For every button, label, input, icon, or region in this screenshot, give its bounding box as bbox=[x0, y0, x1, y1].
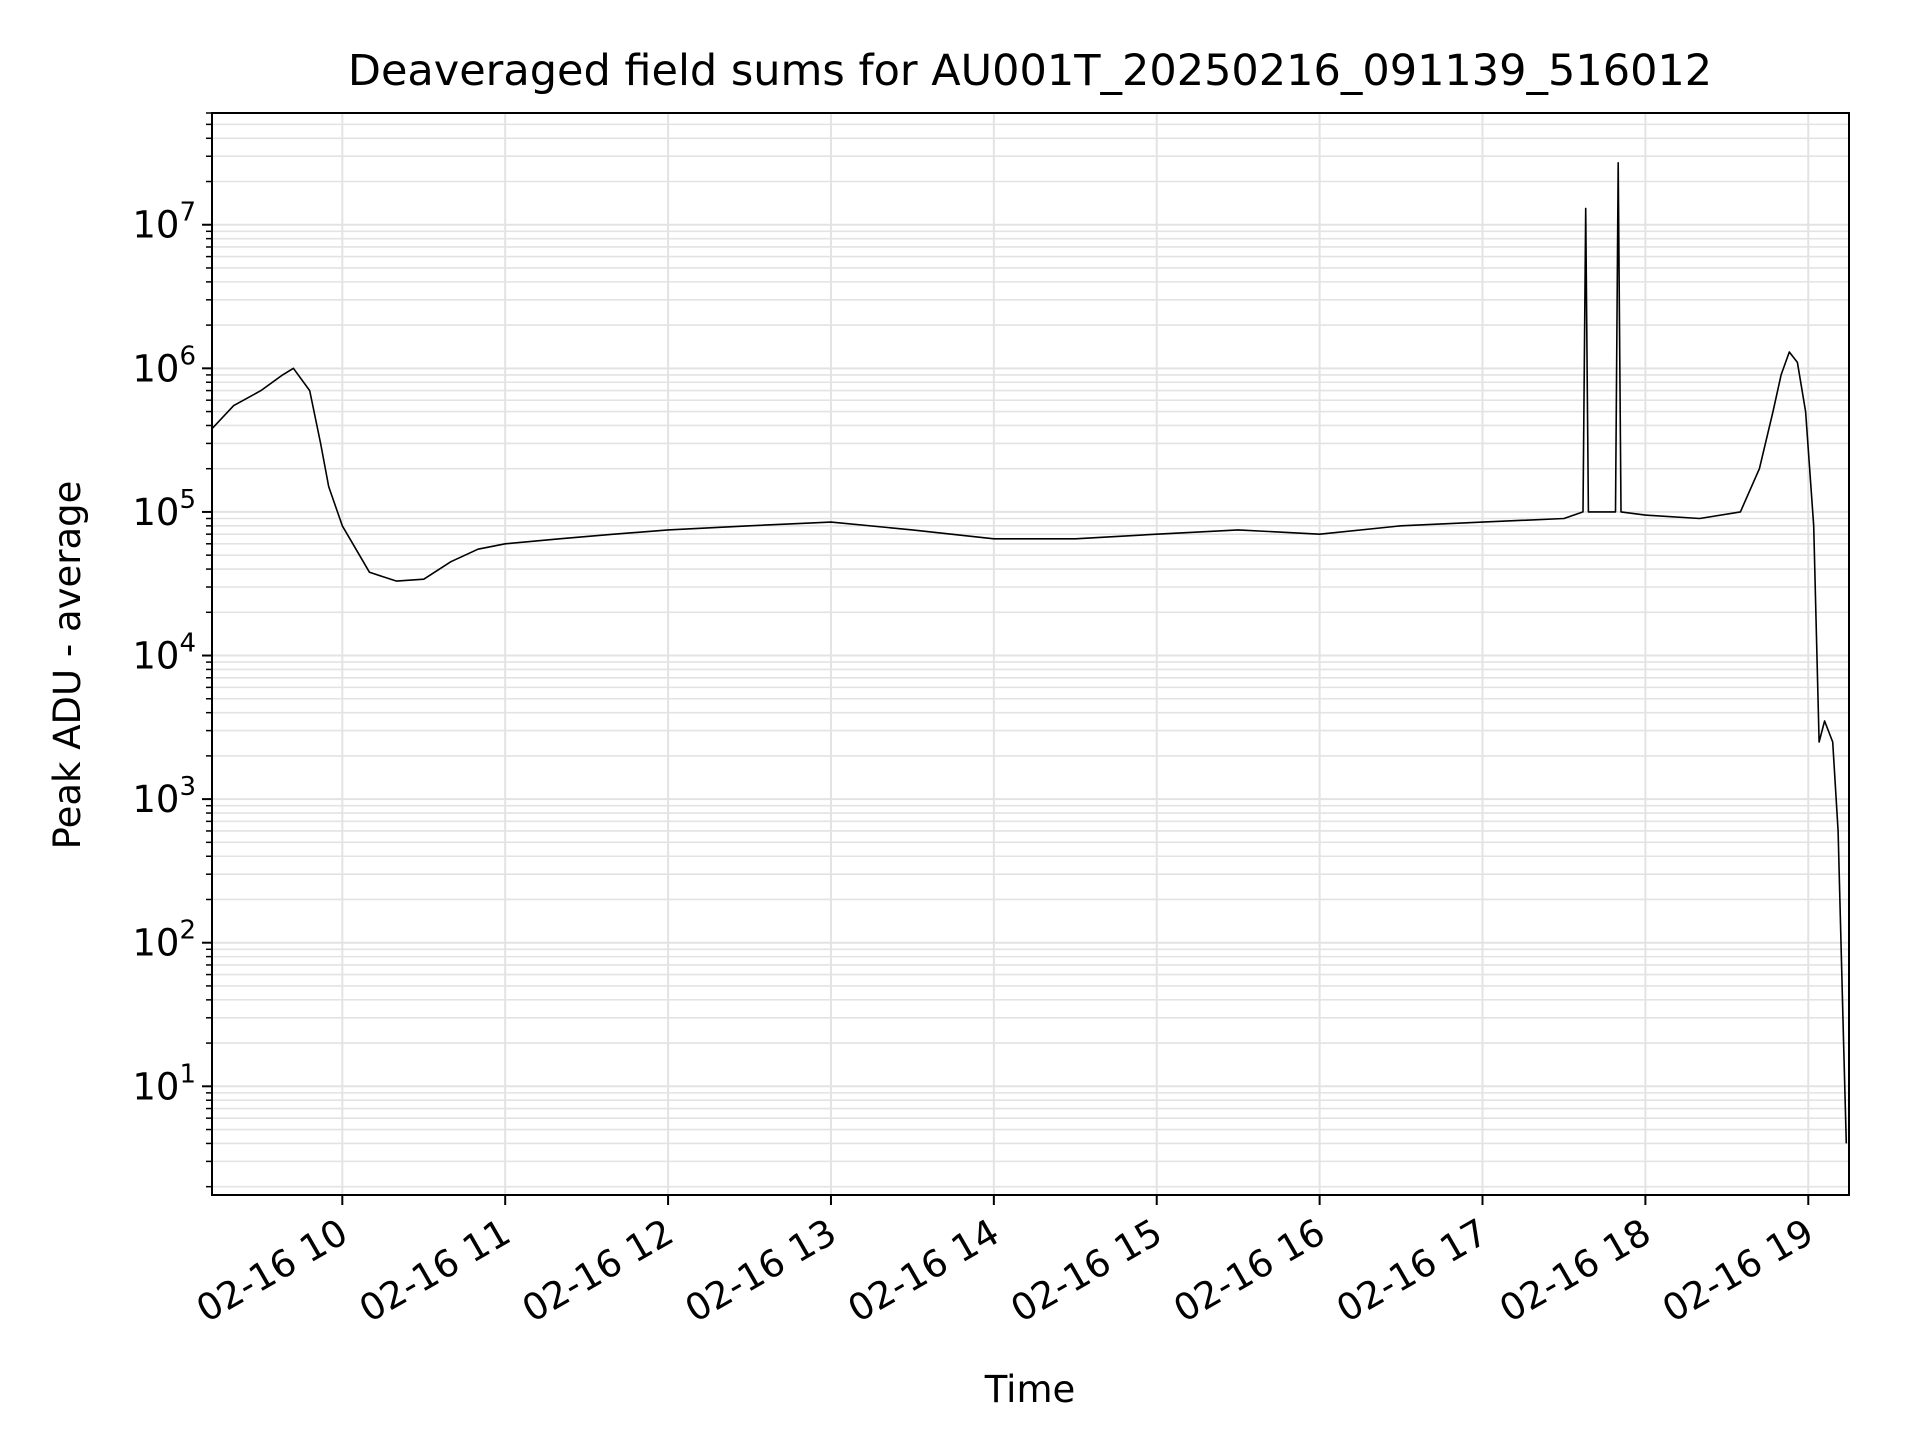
y-tick-exponent: 3 bbox=[179, 772, 196, 802]
y-tick-label: 102 bbox=[132, 916, 196, 965]
y-tick-label: 105 bbox=[132, 485, 196, 534]
y-tick-base: 10 bbox=[132, 491, 179, 534]
y-tick-base: 10 bbox=[132, 347, 179, 390]
y-tick-exponent: 4 bbox=[179, 629, 196, 659]
y-tick-label: 104 bbox=[132, 629, 196, 678]
grid bbox=[212, 112, 1849, 1195]
series-line bbox=[211, 162, 1848, 1144]
y-tick-base: 10 bbox=[132, 204, 179, 247]
y-tick-label: 107 bbox=[132, 198, 196, 247]
y-tick-exponent: 7 bbox=[179, 198, 196, 228]
x-axis-label: Time bbox=[984, 1368, 1076, 1411]
plot-frame bbox=[211, 112, 1850, 1196]
y-tick-label: 103 bbox=[132, 772, 196, 821]
y-tick-base: 10 bbox=[132, 635, 179, 678]
y-tick-exponent: 5 bbox=[179, 485, 196, 515]
y-tick-base: 10 bbox=[132, 1065, 179, 1108]
y-tick-label: 101 bbox=[132, 1059, 196, 1108]
y-tick-label: 106 bbox=[132, 341, 196, 390]
series-layer bbox=[211, 162, 1848, 1144]
y-tick-exponent: 1 bbox=[179, 1059, 196, 1089]
y-tick-base: 10 bbox=[132, 778, 179, 821]
y-axis-label: Peak ADU - average bbox=[46, 481, 89, 850]
chart-title: Deaveraged field sums for AU001T_2025021… bbox=[348, 46, 1712, 96]
y-tick-base: 10 bbox=[132, 922, 179, 965]
y-tick-exponent: 6 bbox=[179, 341, 196, 371]
y-tick-exponent: 2 bbox=[179, 916, 196, 946]
